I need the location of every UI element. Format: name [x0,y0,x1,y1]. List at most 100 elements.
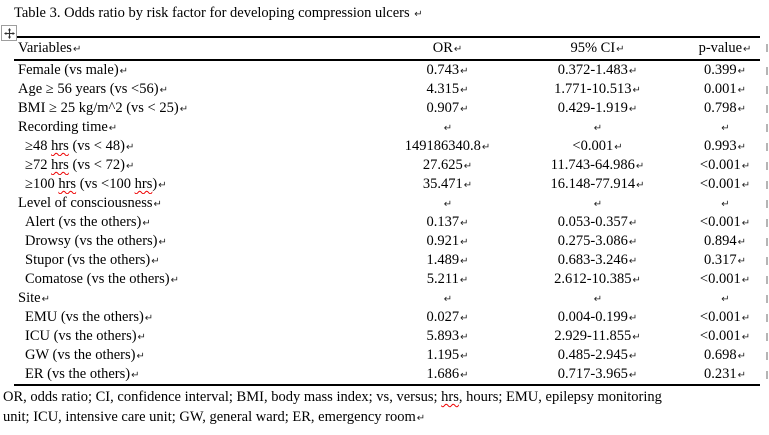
footnote-text: OR, odds ratio; CI, confidence interval;… [3,389,662,405]
or-cell: 4.315↵ [390,80,505,99]
ci-value: 0.004-0.199 [557,309,628,325]
ci-cell: 0.275-3.086↵ [505,232,690,251]
table-row-alert: Alert (vs the others)↵ 0.137↵ 0.053-0.35… [14,213,768,232]
paragraph-mark: ↵ [481,142,491,153]
paragraph-mark: ↵ [460,66,469,77]
or-cell: 0.137↵ [390,213,505,232]
table-row-icu: ICU (vs the others)↵ 5.893↵ 2.929-11.855… [14,327,768,346]
or-cell: 149186340.8↵ [390,137,505,156]
paragraph-mark: ↵ [460,104,469,115]
or-cell: 1.686↵ [390,365,505,384]
table-row-ge100hrs: ≥100 hrs (vs <100 hrs)↵ 35.471↵ 16.148-7… [14,175,768,194]
or-value: 1.489 [426,252,460,268]
row-label: ≥100 hrs (vs <100 hrs) [25,176,158,192]
end-of-row-mark [766,276,768,284]
paragraph-mark: ↵ [125,161,135,172]
or-cell: 0.027↵ [390,308,505,327]
paragraph-mark: ↵ [453,44,463,55]
paragraph-mark: ↵ [628,256,638,267]
ci-value: 0.429-1.919 [557,100,628,116]
ci-cell: 2.612-10.385↵ [505,270,690,289]
end-of-row-mark [766,44,768,52]
table-row-ge48hrs: ≥48 hrs (vs < 48)↵ 149186340.8↵ <0.001↵ … [14,137,768,156]
ci-cell: 0.717-3.965↵ [505,365,690,384]
ci-cell: <0.001↵ [505,137,690,156]
ci-cell: ↵ [505,118,690,137]
row-label: Site [18,290,41,306]
paragraph-mark: ↵ [159,85,168,96]
paragraph-mark: ↵ [460,218,469,229]
paragraph-mark: ↵ [108,123,118,134]
p-value: 0.317 [703,252,737,268]
table-row-recording-time: Recording time↵ ↵ ↵ ↵ [14,118,768,137]
or-cell: 0.921↵ [390,232,505,251]
paragraph-mark: ↵ [632,85,641,96]
ci-value: 11.743-64.986 [550,157,635,173]
table-move-handle[interactable] [1,25,17,41]
ci-value: 0.053-0.357 [557,214,628,230]
row-label-cell: GW (vs the others)↵ [14,346,390,365]
p-cell: 0.698↵ [690,346,760,365]
paragraph-mark: ↵ [460,237,469,248]
odds-ratio-table: Variables↵ OR↵ 95% CI↵ p-value↵ Female (… [14,36,768,386]
paragraph-mark: ↵ [142,218,151,229]
table-row-consciousness: Level of consciousness↵ ↵ ↵ ↵ [14,194,768,213]
end-of-row-mark [766,181,768,189]
paragraph-mark: ↵ [741,161,751,172]
end-of-row-mark [766,352,768,360]
ci-cell: 0.485-2.945↵ [505,346,690,365]
paragraph-mark: ↵ [636,180,645,191]
col-header-variables: Variables↵ [14,38,390,59]
paragraph-mark: ↵ [741,218,751,229]
paragraph-mark: ↵ [628,104,638,115]
ci-value: 0.275-3.086 [557,233,628,249]
p-cell: <0.001↵ [690,156,760,175]
p-cell: <0.001↵ [690,327,760,346]
paragraph-mark: ↵ [119,66,129,77]
end-of-row-mark [766,219,768,227]
p-value: <0.001 [699,309,741,325]
or-cell: ↵ [390,289,505,308]
paragraph-mark: ↵ [737,370,746,381]
ci-cell: 2.929-11.855↵ [505,327,690,346]
p-cell: 0.001↵ [690,80,760,99]
paragraph-mark: ↵ [131,370,140,381]
row-label: BMI ≥ 25 kg/m^2 (vs < 25) [18,100,179,116]
paragraph-mark: ↵ [721,294,730,305]
ci-value: <0.001 [572,138,614,154]
table-row-comatose: Comatose (vs the others)↵ 5.211↵ 2.612-1… [14,270,768,289]
paragraph-mark: ↵ [153,199,162,210]
p-cell: 0.993↵ [690,137,760,156]
table-row-er: ER (vs the others)↵ 1.686↵ 0.717-3.965↵ … [14,365,768,384]
paragraph-mark: ↵ [459,275,469,286]
col-header-pvalue: p-value↵ [690,38,760,59]
or-value: 0.921 [426,233,460,249]
or-cell: 27.625↵ [390,156,505,175]
spellcheck-squiggle: hrs [51,157,69,173]
p-value: 0.399 [703,62,737,78]
paragraph-mark: ↵ [741,275,751,286]
or-cell: 5.893↵ [390,327,505,346]
end-of-row-mark [766,67,768,75]
paragraph-mark: ↵ [737,256,746,267]
p-value: 0.993 [703,138,737,154]
end-of-row-mark [766,333,768,341]
paragraph-mark: ↵ [170,275,179,286]
ci-cell: 0.683-3.246↵ [505,251,690,270]
paragraph-mark: ↵ [460,313,469,324]
or-value: 35.471 [422,176,463,192]
col-header-label: OR [432,40,453,56]
row-label-cell: ER (vs the others)↵ [14,365,390,384]
end-of-row-mark [766,143,768,151]
row-label-cell: EMU (vs the others)↵ [14,308,390,327]
row-label-cell: BMI ≥ 25 kg/m^2 (vs < 25)↵ [14,99,390,118]
spellcheck-squiggle: hrs [51,138,69,154]
row-label: Level of consciousness [18,195,153,211]
paragraph-mark: ↵ [416,413,426,424]
row-label-cell: Comatose (vs the others)↵ [14,270,390,289]
paragraph-mark: ↵ [443,294,453,305]
p-cell: 0.798↵ [690,99,760,118]
row-label: Drowsy (vs the others) [25,233,158,249]
p-value: <0.001 [699,328,741,344]
p-value: 0.798 [703,100,737,116]
